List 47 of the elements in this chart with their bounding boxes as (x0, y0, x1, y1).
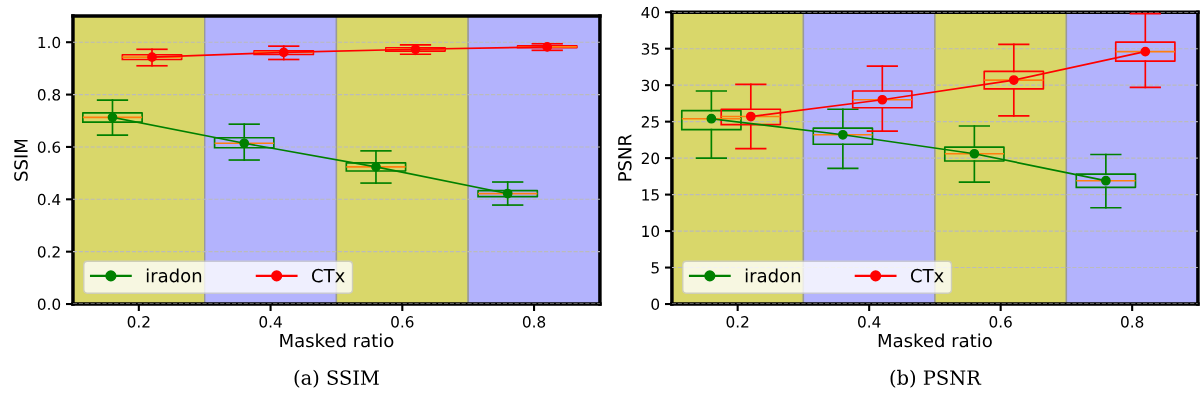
y-tick-label: 15 (642, 189, 659, 201)
legend-label: iradon (745, 268, 801, 283)
point (1101, 175, 1111, 186)
text: (b) PSNR (890, 369, 982, 388)
y-tick-label: 25 (641, 116, 659, 128)
y-tick-label: 10 (642, 225, 660, 238)
x-tick-label: 0.4 (858, 316, 881, 328)
point (877, 94, 888, 105)
y-tick-label: 35 (641, 43, 659, 55)
x-tick-label: 0.2 (726, 316, 749, 328)
point (147, 52, 157, 63)
point (1140, 46, 1151, 57)
y-tick-label: 20 (641, 152, 660, 165)
text: (a) SSIM (294, 369, 379, 388)
point (278, 47, 289, 58)
y-tick-label: 0.4 (37, 193, 61, 206)
x-tick-label: 0.8 (522, 316, 546, 328)
x-tick-label: 0.8 (1121, 316, 1144, 328)
x-axis-title: Masked ratio (878, 333, 992, 348)
x-tick-label: 0.4 (259, 316, 282, 328)
y-tick-label: 0.0 (37, 298, 61, 311)
y-tick-label: 1.0 (38, 36, 61, 49)
point (745, 111, 756, 122)
legend-label: CTx (910, 268, 944, 283)
point (706, 113, 717, 124)
y-axis-title: PSNR (617, 134, 632, 181)
point (1008, 75, 1019, 85)
y-tick-label: 30 (641, 79, 660, 92)
legend-label: CTx (311, 268, 345, 283)
point (542, 42, 553, 52)
x-tick-label: 0.6 (391, 316, 414, 328)
y-tick-label: 0.6 (37, 141, 61, 153)
point (502, 188, 513, 199)
point (838, 129, 848, 140)
y-tick-label: 40 (641, 6, 660, 19)
legend-label: iradon (146, 268, 202, 283)
x-axis-title: Masked ratio (280, 333, 394, 348)
y-tick-label: 0.2 (37, 246, 60, 258)
point (107, 112, 118, 123)
x-tick-label: 0.6 (989, 316, 1012, 328)
y-axis-title: SSIM (14, 139, 28, 181)
y-tick-label: 0 (651, 298, 660, 311)
x-tick-label: 0.2 (127, 316, 150, 328)
y-tick-label: 0.8 (37, 89, 61, 101)
point (969, 148, 980, 159)
point (410, 44, 421, 55)
y-tick-label: 5 (651, 262, 659, 274)
